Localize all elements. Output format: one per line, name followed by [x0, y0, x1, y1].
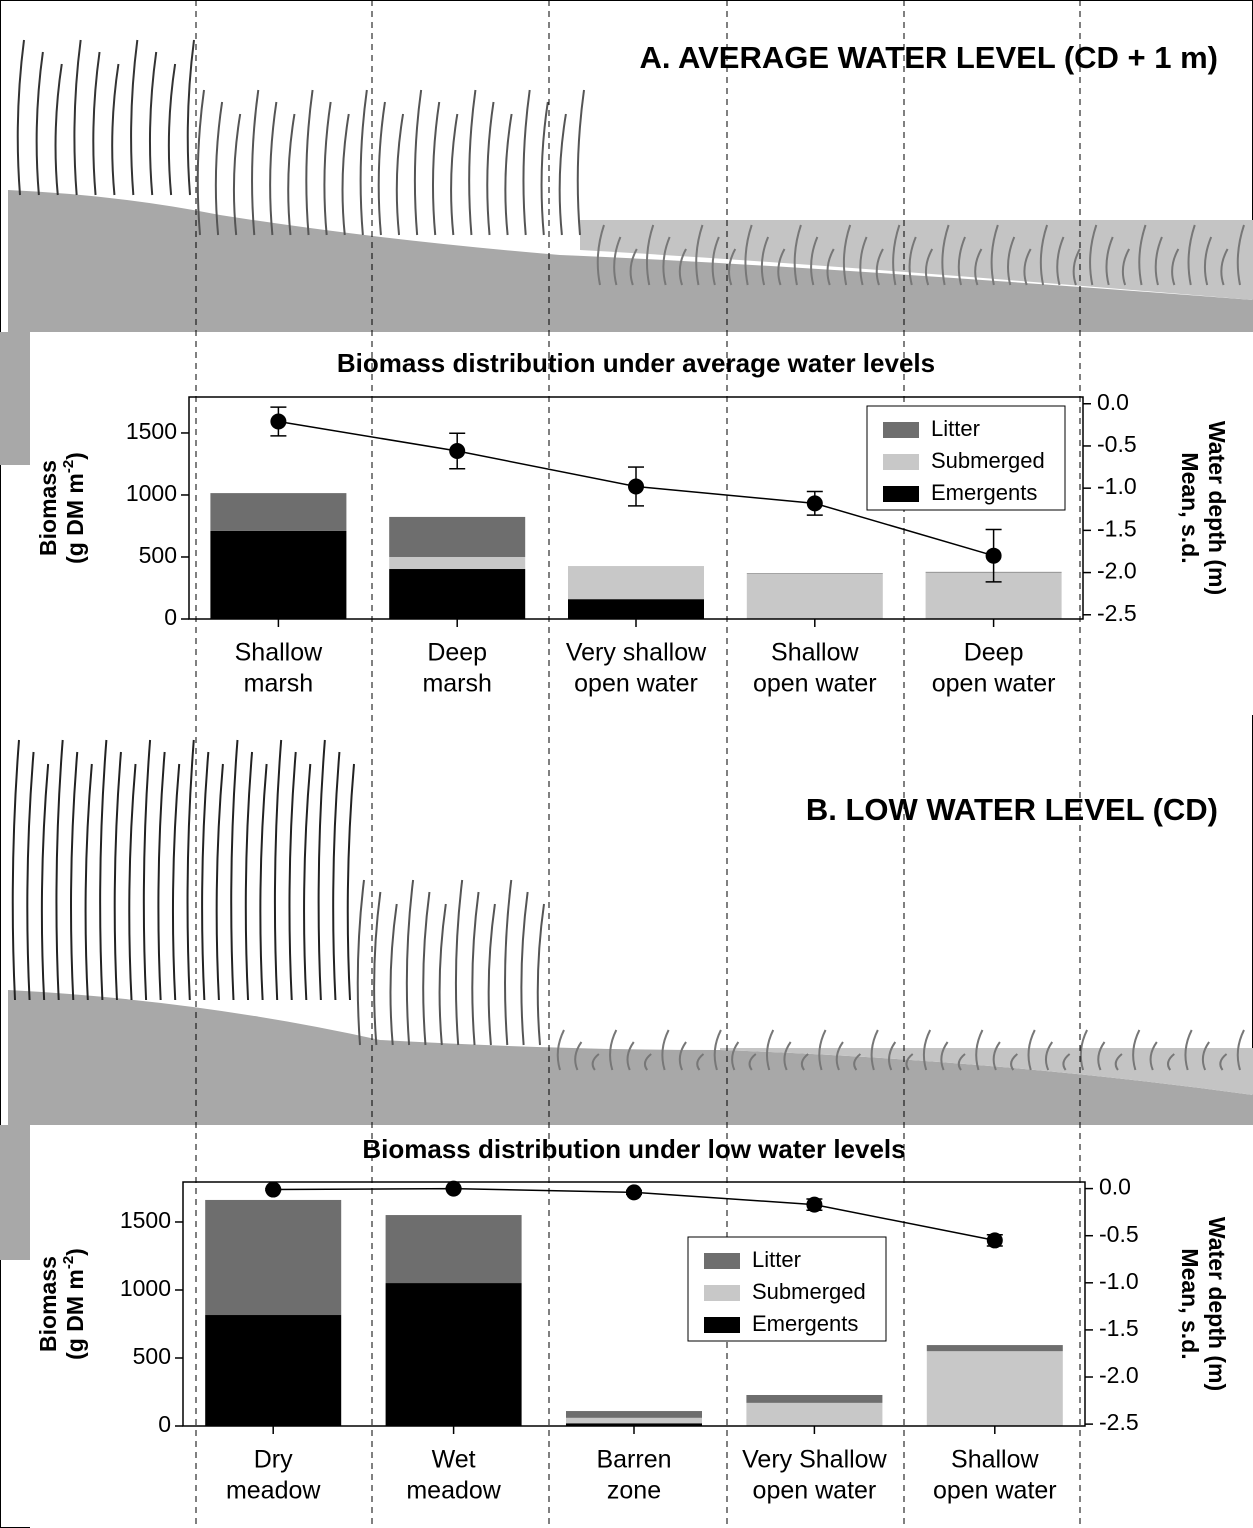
x-tick-label: Wet [432, 1446, 476, 1474]
y-axis-label-part: -2 [60, 1256, 77, 1269]
y-tick-label: 1500 [120, 1207, 171, 1233]
bar-segment [746, 1395, 882, 1403]
y-axis-label-part: (g DM m [62, 473, 88, 564]
legend-swatch [704, 1253, 740, 1269]
panel-heading: B. LOW WATER LEVEL (CD) [806, 792, 1218, 827]
x-tick-label: open water [753, 1477, 877, 1505]
bar-segment [568, 566, 704, 599]
y-axis-label-part: (g DM m [62, 1269, 88, 1360]
legend-label: Emergents [752, 1311, 858, 1336]
x-tick-label: open water [933, 1477, 1057, 1505]
depth-marker [987, 1232, 1003, 1248]
y2-tick-label: -1.0 [1099, 1268, 1139, 1294]
y2-axis-label: Water depth (m) [1204, 1217, 1230, 1391]
x-tick-label: Shallow [235, 639, 323, 667]
y2-axis-label: Mean, s.d. [1177, 1248, 1203, 1359]
x-tick-label: Deep [427, 639, 487, 667]
y2-axis-label: Mean, s.d. [1177, 452, 1203, 563]
bar-segment [205, 1315, 341, 1426]
y2-tick-label: -1.5 [1097, 515, 1137, 541]
x-tick-label: Barren [596, 1446, 671, 1474]
x-tick-label: Deep [964, 639, 1024, 667]
depth-marker [446, 1181, 462, 1197]
legend-swatch [704, 1317, 740, 1333]
y-tick-label: 1000 [120, 1275, 171, 1301]
x-tick-label: Very Shallow [742, 1446, 887, 1474]
bar-segment [747, 573, 883, 574]
y2-tick-label: 0.0 [1097, 389, 1129, 415]
chart-title: Biomass distribution under average water… [337, 348, 935, 378]
y-axis-label: Biomass [35, 460, 61, 556]
x-tick-label: marsh [422, 670, 491, 698]
x-tick-label: meadow [226, 1477, 321, 1505]
bar-segment [210, 493, 346, 531]
x-tick-label: Dry [254, 1446, 293, 1474]
bar-segment [386, 1283, 522, 1426]
legend-swatch [883, 422, 919, 438]
bar-segment [389, 517, 525, 557]
figure: A. AVERAGE WATER LEVEL (CD + 1 m) B. LOW… [0, 0, 1253, 1528]
x-tick-label: Very shallow [566, 639, 707, 667]
bar-segment [566, 1411, 702, 1418]
x-tick-label: Shallow [951, 1446, 1039, 1474]
x-tick-label: open water [753, 670, 877, 698]
y2-tick-label: 0.0 [1099, 1174, 1131, 1200]
x-tick-label: Shallow [771, 639, 859, 667]
legend-label: Submerged [752, 1279, 866, 1304]
x-tick-label: open water [574, 670, 698, 698]
x-tick-label: open water [932, 670, 1056, 698]
bar-segment [747, 574, 883, 619]
bar-segment [386, 1215, 522, 1283]
legend-swatch [883, 454, 919, 470]
y2-tick-label: -2.0 [1099, 1362, 1139, 1388]
x-tick-label: marsh [244, 670, 313, 698]
y-tick-label: 1000 [126, 480, 177, 506]
y-tick-label: 500 [139, 542, 177, 568]
y-axis-label-part: -2 [60, 460, 77, 473]
y2-tick-label: -2.5 [1099, 1409, 1139, 1435]
y-tick-label: 0 [158, 1411, 171, 1437]
legend-swatch [704, 1285, 740, 1301]
y2-tick-label: -2.0 [1097, 558, 1137, 584]
panel-heading: A. AVERAGE WATER LEVEL (CD + 1 m) [640, 40, 1218, 75]
y-axis-label-part: ) [62, 452, 88, 460]
legend-label: Litter [752, 1247, 801, 1272]
depth-marker [806, 1197, 822, 1213]
bar-segment [568, 599, 704, 619]
depth-marker [807, 495, 823, 511]
legend-label: Emergents [931, 480, 1037, 505]
x-tick-label: zone [607, 1477, 661, 1505]
bar-segment [205, 1200, 341, 1315]
depth-marker [986, 548, 1002, 564]
x-tick-label: meadow [406, 1477, 501, 1505]
bar-segment [746, 1403, 882, 1426]
bar-segment [927, 1351, 1063, 1426]
bar-segment [389, 569, 525, 619]
legend-label: Litter [931, 416, 980, 441]
depth-marker [628, 478, 644, 494]
legend-label: Submerged [931, 448, 1045, 473]
y2-tick-label: -1.5 [1099, 1315, 1139, 1341]
depth-marker [626, 1184, 642, 1200]
y-tick-label: 1500 [126, 418, 177, 444]
bar-segment [389, 557, 525, 569]
chart-title: Biomass distribution under low water lev… [362, 1134, 905, 1164]
bar-segment [210, 531, 346, 619]
y-axis-label-part: ) [62, 1248, 88, 1256]
y-tick-label: 500 [133, 1343, 171, 1369]
y2-tick-label: -0.5 [1099, 1221, 1139, 1247]
depth-marker [449, 443, 465, 459]
bar-segment [566, 1418, 702, 1423]
depth-marker [270, 413, 286, 429]
y-axis-label: Biomass [35, 1256, 61, 1352]
y2-tick-label: -2.5 [1097, 600, 1137, 626]
depth-marker [265, 1182, 281, 1198]
y2-axis-label: Water depth (m) [1204, 421, 1230, 595]
legend-swatch [883, 486, 919, 502]
bar-segment [927, 1345, 1063, 1351]
y2-tick-label: -1.0 [1097, 473, 1137, 499]
y-tick-label: 0 [164, 604, 177, 630]
y2-tick-label: -0.5 [1097, 431, 1137, 457]
